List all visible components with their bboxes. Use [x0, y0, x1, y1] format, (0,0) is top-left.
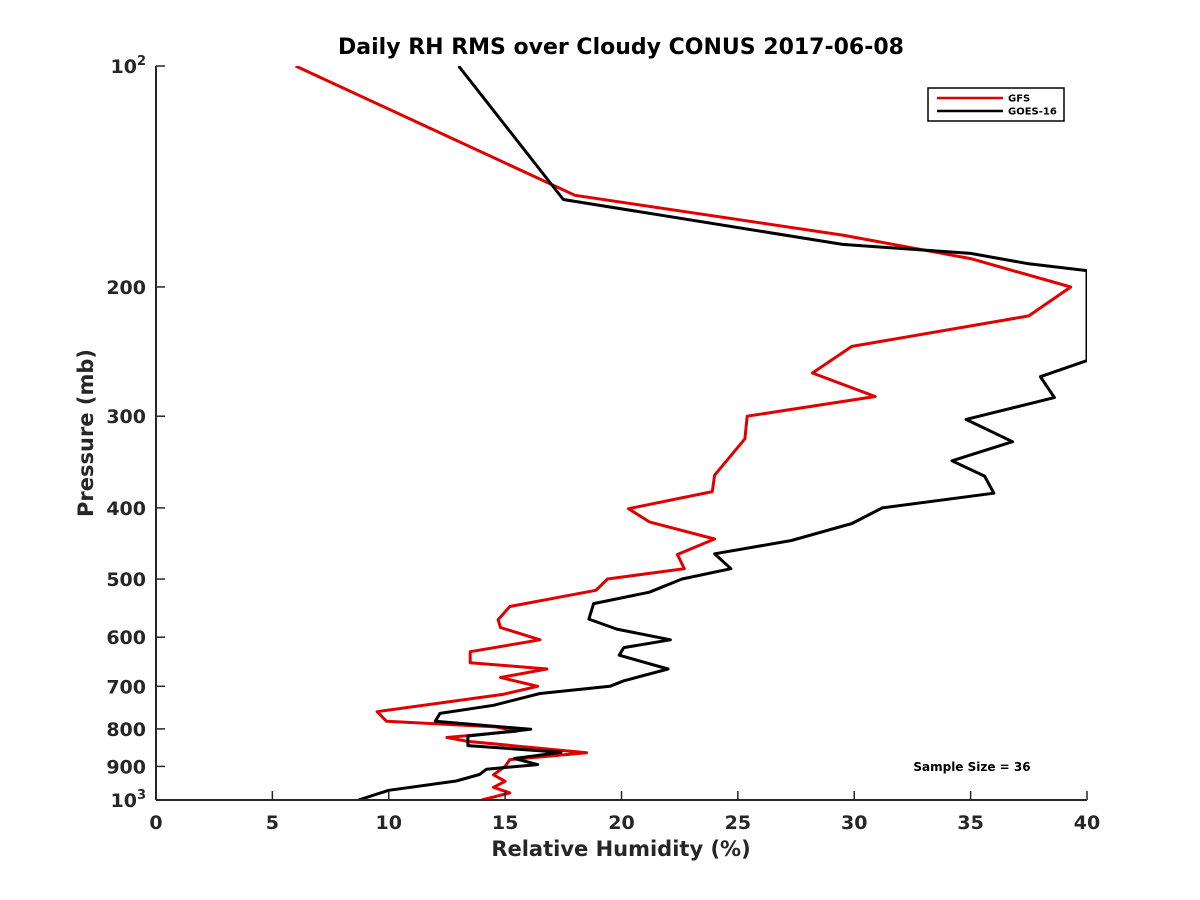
- y-tick-label: 400: [106, 498, 146, 520]
- x-tick-label: 20: [608, 812, 634, 834]
- series-line-goes-16: [358, 66, 1087, 800]
- x-tick-label: 10: [376, 812, 402, 834]
- x-axis-title: Relative Humidity (%): [491, 837, 750, 861]
- legend-box: [927, 87, 1065, 122]
- x-axis-ticks: 0 5 10 15 20 25 30 35 40: [149, 791, 1100, 834]
- y-axis-title: Pressure (mb): [74, 349, 98, 517]
- series-line-gfs: [294, 66, 1073, 800]
- legend: GFS GOES-16: [927, 87, 1065, 122]
- y-tick-label: 700: [106, 676, 146, 698]
- y-tick-label: 200: [106, 277, 146, 299]
- x-tick-label: 15: [492, 812, 518, 834]
- y-tick-label: 300: [106, 406, 146, 428]
- plot-lines: [294, 66, 1087, 800]
- x-tick-label: 30: [841, 812, 867, 834]
- y-tick-label: 103: [111, 788, 147, 812]
- y-tick-label: 500: [106, 569, 146, 591]
- y-tick-label: 800: [106, 719, 146, 741]
- legend-label-goes-16: GOES-16: [1008, 107, 1057, 118]
- x-tick-label: 5: [266, 812, 279, 834]
- x-tick-label: 40: [1074, 812, 1100, 834]
- y-axis-ticks: 102 200 300 400 500 600 700 800 900 103: [106, 54, 165, 812]
- y-tick-label: 102: [111, 54, 147, 78]
- x-tick-label: 35: [957, 812, 983, 834]
- legend-label-gfs: GFS: [1008, 94, 1030, 105]
- x-tick-label: 0: [149, 812, 162, 834]
- y-tick-label: 900: [106, 756, 146, 778]
- sample-size-annotation: Sample Size = 36: [913, 760, 1030, 774]
- y-tick-label: 600: [106, 627, 146, 649]
- chart-title: Daily RH RMS over Cloudy CONUS 2017-06-0…: [338, 35, 904, 60]
- x-tick-label: 25: [725, 812, 751, 834]
